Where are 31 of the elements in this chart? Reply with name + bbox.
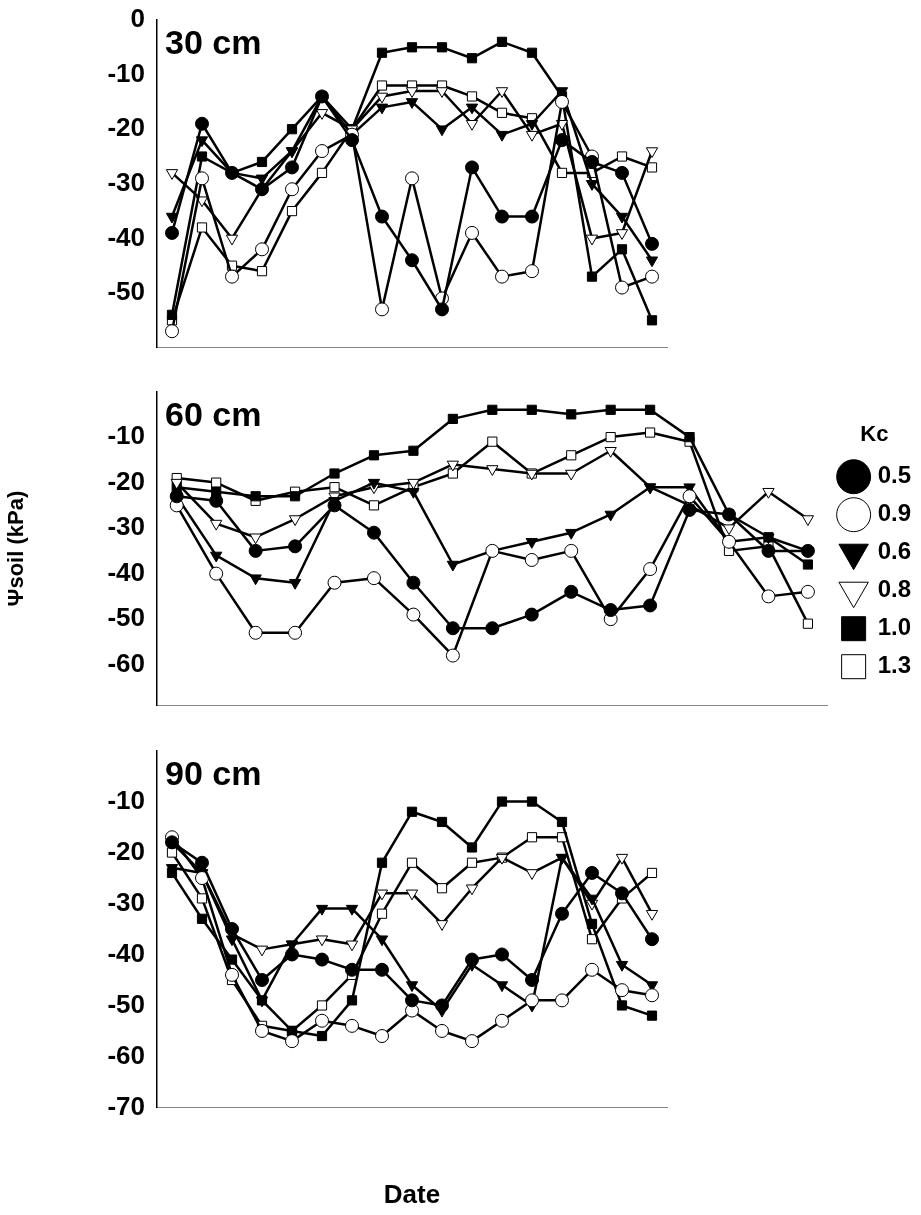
y-tick-label: -10 — [107, 784, 145, 815]
y-tick-label: -40 — [107, 937, 145, 968]
y-tick-label: -10 — [107, 57, 145, 88]
legend-label: 0.6 — [877, 537, 912, 565]
y-tick-label: -50 — [107, 988, 145, 1019]
chart-title: 60 cm — [165, 394, 262, 433]
y-tick-label: -60 — [107, 647, 145, 678]
y-tick-label: -30 — [107, 166, 145, 197]
y-tick-label: -50 — [107, 276, 145, 307]
legend-label: 0.8 — [877, 575, 912, 603]
chart-title: 90 cm — [165, 753, 262, 792]
y-tick-label: -20 — [107, 465, 145, 496]
y-tick-label: -50 — [107, 602, 145, 633]
y-tick-label: -20 — [107, 112, 145, 143]
y-tick-label: -70 — [107, 1090, 145, 1121]
y-tick-label: -30 — [107, 886, 145, 917]
chart-title: 30 cm — [165, 23, 262, 62]
y-tick-label: -40 — [107, 556, 145, 587]
legend-title: Kc — [860, 421, 889, 447]
legend-label: 0.9 — [877, 499, 912, 527]
y-axis-title: Ψsoil (kPa) — [3, 490, 29, 607]
x-axis-title: Date — [383, 1178, 441, 1209]
legend-label: 1.3 — [877, 651, 912, 679]
y-tick-label: -30 — [107, 511, 145, 542]
y-tick-label: -60 — [107, 1039, 145, 1070]
legend-label: 0.5 — [877, 461, 912, 489]
y-tick-label: 0 — [130, 3, 145, 34]
legend-label: 1.0 — [877, 613, 912, 641]
y-tick-label: -10 — [107, 420, 145, 451]
y-tick-label: -20 — [107, 835, 145, 866]
y-tick-label: -40 — [107, 221, 145, 252]
